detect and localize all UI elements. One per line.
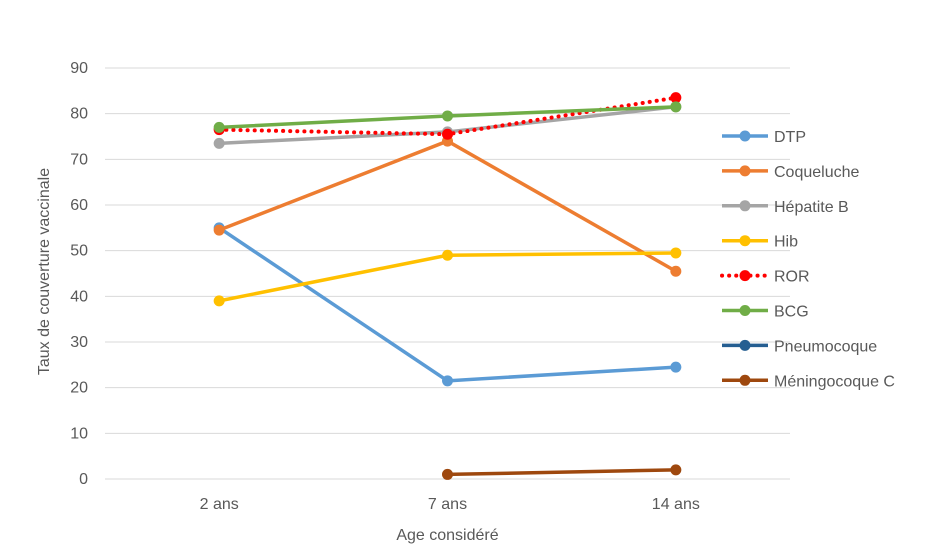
legend-entry: Coqueluche [722,164,860,181]
data-point [670,101,682,113]
series-dtp [213,222,682,387]
y-tick-label: 90 [70,60,88,77]
legend-marker [739,165,751,177]
data-point [442,249,453,261]
x-tick-label: 7 ans [428,496,467,513]
legend-label: Hib [774,234,798,251]
legend-marker [739,130,751,142]
data-point [670,92,682,104]
series-lines [213,92,682,480]
legend-label: ROR [774,269,810,286]
y-tick-label: 40 [70,288,88,305]
series-m-ningocoque-c [442,464,682,480]
data-point [670,247,682,259]
y-tick-label: 30 [70,334,88,351]
y-tick-label: 80 [70,106,88,123]
legend-entry: Hépatite B [722,199,849,216]
legend-marker [739,235,751,247]
legend-label: Hépatite B [774,199,849,216]
data-point [213,121,225,133]
y-tick-label: 60 [70,197,88,214]
data-point [213,295,225,307]
data-point [442,110,453,122]
legend: DTP Coqueluche Hépatite B Hib ROR BCG Pneumoco… [720,129,895,390]
series-line [447,468,676,477]
y-axis-ticks: 0 10 20 30 40 50 60 70 80 90 [70,60,88,488]
y-axis-title: Taux de couverture vaccinale [36,168,53,375]
x-tick-label: 2 ans [200,496,239,513]
y-tick-label: 0 [79,471,88,488]
legend-entry: BCG [722,304,809,321]
y-tick-label: 50 [70,243,88,260]
legend-marker [739,339,751,351]
legend-marker [739,374,751,386]
y-tick-label: 10 [70,425,88,442]
data-point [670,464,682,476]
x-axis-title: Age considéré [396,527,498,544]
legend-label: Méningocoque C [774,373,895,390]
legend-label: BCG [774,304,809,321]
data-point [213,137,225,149]
data-point [213,224,225,236]
legend-entry: Méningocoque C [722,373,895,390]
legend-marker [739,200,751,212]
legend-label: Pneumocoque [774,338,877,355]
data-point [442,375,453,387]
legend-label: Coqueluche [774,164,860,181]
y-tick-label: 70 [70,151,88,168]
data-point [670,361,682,373]
x-tick-label: 14 ans [652,496,700,513]
legend-marker [739,270,751,282]
y-tick-label: 20 [70,380,88,397]
legend-entry: DTP [722,129,806,146]
data-point [670,265,682,277]
x-axis-ticks: 2 ans 7 ans 14 ans [200,496,700,513]
legend-entry: Pneumocoque [722,338,877,355]
series-hib [213,247,682,307]
legend-marker [739,305,751,316]
data-point [442,128,453,140]
data-point [442,468,453,480]
legend-entry: Hib [722,234,798,251]
legend-entry: ROR [720,269,810,286]
legend-label: DTP [774,129,806,146]
series-bcg [213,101,682,133]
